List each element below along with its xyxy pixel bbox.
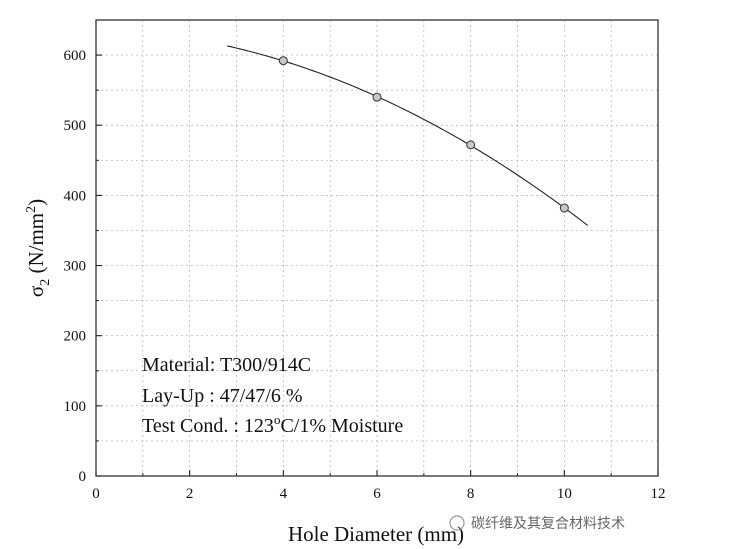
y-tick-label: 400 xyxy=(64,188,87,204)
x-axis-title: Hole Diameter (mm) xyxy=(288,522,464,546)
x-tick-label: 0 xyxy=(92,486,100,502)
y-axis-units-sup: 2 xyxy=(24,206,39,213)
plot-frame xyxy=(95,19,659,477)
x-tick-label: 12 xyxy=(651,486,666,502)
y-tick-label: 600 xyxy=(64,48,87,64)
x-tick-label: 2 xyxy=(186,486,194,502)
series-group xyxy=(227,45,589,226)
y-tick-label: 100 xyxy=(64,399,87,415)
data-point xyxy=(278,56,288,66)
x-tick-label: 4 xyxy=(280,486,288,502)
data-point xyxy=(372,92,382,102)
x-tick-label: 8 xyxy=(467,486,475,502)
y-axis-title: σ2 (N/mm2) xyxy=(24,199,53,297)
data-point xyxy=(466,140,476,150)
axis-ticks: 0 2 4 6 8 10 12 0 100 200 300 400 500 600 xyxy=(64,48,666,502)
annotation-test-cond-post: C/1% Moisture xyxy=(280,415,403,437)
y-axis-subscript: 2 xyxy=(38,279,53,286)
annotation-test-cond-degree: o xyxy=(274,412,281,427)
x-tick-label: 6 xyxy=(373,486,381,502)
annotation-layup: Lay-Up : 47/47/6 % xyxy=(142,385,303,407)
y-axis-symbol: σ xyxy=(24,286,48,297)
y-tick-label: 500 xyxy=(64,118,87,134)
annotation-test-cond: Test Cond. : 123oC/1% Moisture xyxy=(142,412,403,437)
fit-curve xyxy=(227,45,589,226)
watermark: 碳纤维及其复合材料技术 xyxy=(449,515,625,532)
y-tick-label: 0 xyxy=(79,469,87,485)
wechat-icon xyxy=(449,515,465,531)
annotation-test-cond-pre: Test Cond. : 123 xyxy=(142,415,274,437)
y-tick-label: 200 xyxy=(64,329,87,345)
data-point xyxy=(559,203,569,213)
y-tick-label: 300 xyxy=(64,259,87,275)
annotation-material: Material: T300/914C xyxy=(142,354,311,376)
x-tick-label: 10 xyxy=(557,486,572,502)
y-axis-units-close: ) xyxy=(24,199,48,206)
watermark-text: 碳纤维及其复合材料技术 xyxy=(471,515,625,532)
grid xyxy=(96,20,658,476)
y-axis-units: (N/mm xyxy=(24,213,48,279)
